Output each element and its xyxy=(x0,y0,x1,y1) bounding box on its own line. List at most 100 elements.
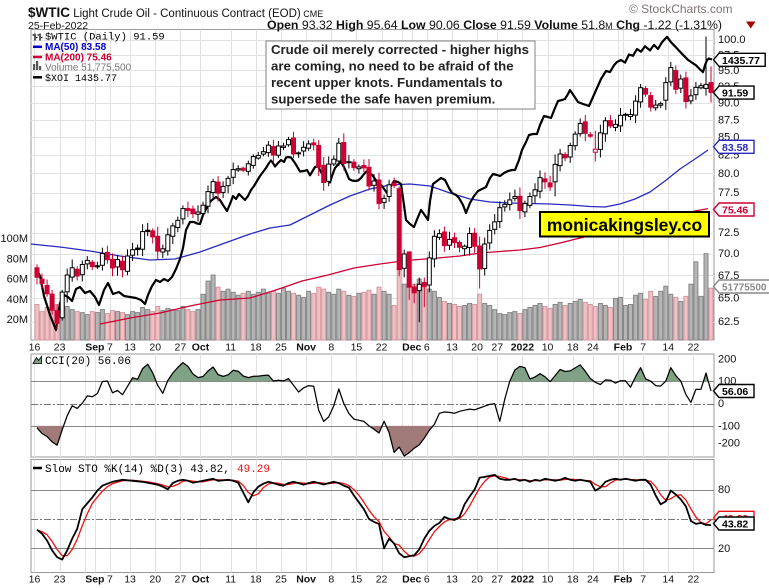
svg-text:$WTIC Light Crude Oil - Contin: $WTIC Light Crude Oil - Continuous Contr… xyxy=(28,5,323,20)
svg-text:27: 27 xyxy=(491,342,503,354)
svg-text:7: 7 xyxy=(640,342,646,354)
svg-text:100M: 100M xyxy=(0,233,28,245)
svg-text:13: 13 xyxy=(446,342,458,354)
svg-text:20: 20 xyxy=(149,342,161,354)
svg-text:18: 18 xyxy=(567,342,579,354)
svg-text:20: 20 xyxy=(471,342,483,354)
svg-text:16: 16 xyxy=(29,574,41,586)
svg-text:14: 14 xyxy=(662,574,674,586)
svg-text:CCI(20) 56.06: CCI(20) 56.06 xyxy=(45,356,131,368)
svg-text:77.5: 77.5 xyxy=(718,187,739,199)
svg-text:22: 22 xyxy=(376,574,388,586)
svg-text:91.59: 91.59 xyxy=(722,88,748,100)
svg-text:-100: -100 xyxy=(718,420,740,432)
svg-text:22: 22 xyxy=(688,342,700,354)
svg-text:83.58: 83.58 xyxy=(722,142,748,154)
svg-text:Nov: Nov xyxy=(296,342,316,354)
svg-text:200: 200 xyxy=(718,353,736,365)
svg-text:70.0: 70.0 xyxy=(718,248,739,260)
svg-text:13: 13 xyxy=(124,574,136,586)
svg-text:80: 80 xyxy=(718,484,730,496)
svg-text:40M: 40M xyxy=(7,294,28,306)
svg-text:14: 14 xyxy=(662,342,674,354)
svg-text:13: 13 xyxy=(446,574,458,586)
svg-text:25: 25 xyxy=(275,574,287,586)
svg-text:22: 22 xyxy=(376,342,388,354)
svg-text:95.0: 95.0 xyxy=(718,65,739,77)
svg-text:18: 18 xyxy=(567,574,579,586)
svg-text:23: 23 xyxy=(54,574,66,586)
svg-text:80.0: 80.0 xyxy=(718,168,739,180)
svg-text:27: 27 xyxy=(175,342,187,354)
svg-text:24: 24 xyxy=(587,574,599,586)
svg-text:Oct: Oct xyxy=(192,574,210,586)
svg-text:18: 18 xyxy=(250,342,262,354)
svg-text:Open 93.32 High 95.64 Low 90.0: Open 93.32 High 95.64 Low 90.06 Close 91… xyxy=(267,18,722,32)
svg-text:75.46: 75.46 xyxy=(722,205,748,217)
svg-text:18: 18 xyxy=(250,574,262,586)
svg-text:72.5: 72.5 xyxy=(718,227,739,239)
svg-text:Nov: Nov xyxy=(296,574,316,586)
svg-text:Oct: Oct xyxy=(192,342,210,354)
svg-text:15: 15 xyxy=(351,342,363,354)
svg-text:11: 11 xyxy=(225,342,236,354)
svg-text:Sep: Sep xyxy=(85,574,104,586)
svg-text:10: 10 xyxy=(542,342,554,354)
svg-text:80M: 80M xyxy=(7,253,28,265)
svg-text:27: 27 xyxy=(491,574,503,586)
svg-text:-200: -200 xyxy=(718,438,740,450)
svg-text:20: 20 xyxy=(471,574,483,586)
svg-text:20: 20 xyxy=(718,543,730,555)
svg-text:15: 15 xyxy=(351,574,363,586)
svg-text:16: 16 xyxy=(29,342,41,354)
svg-text:Crude oil merely corrected - h: Crude oil merely corrected - higher high… xyxy=(271,42,529,57)
svg-text:43.82: 43.82 xyxy=(722,519,748,531)
svg-text:62.5: 62.5 xyxy=(718,316,739,328)
svg-text:recent upper knots. Fundamenta: recent upper knots. Fundamentals to xyxy=(271,75,503,90)
svg-text:51775500: 51775500 xyxy=(722,283,767,294)
svg-text:Feb: Feb xyxy=(614,342,633,354)
svg-text:90.0: 90.0 xyxy=(718,97,739,109)
svg-text:Feb: Feb xyxy=(614,574,633,586)
svg-text:60M: 60M xyxy=(7,274,28,286)
svg-text:27: 27 xyxy=(175,574,187,586)
svg-text:monicakingsley.co: monicakingsley.co xyxy=(547,215,702,235)
svg-text:Volume 51,775,500: Volume 51,775,500 xyxy=(45,63,132,74)
svg-text:7: 7 xyxy=(107,574,113,586)
svg-text:22: 22 xyxy=(688,574,700,586)
svg-text:25: 25 xyxy=(275,342,287,354)
svg-text:are coming, no need to be afra: are coming, no need to be afraid of the xyxy=(271,59,514,74)
svg-text:MA(50) 83.58: MA(50) 83.58 xyxy=(45,42,107,53)
svg-text:49.29: 49.29 xyxy=(237,464,270,476)
svg-text:© StockCharts.com: © StockCharts.com xyxy=(629,2,733,16)
svg-text:23: 23 xyxy=(54,342,66,354)
svg-text:$XOI 1435.77: $XOI 1435.77 xyxy=(45,73,117,85)
svg-text:10: 10 xyxy=(542,574,554,586)
svg-text:25-Feb-2022: 25-Feb-2022 xyxy=(28,20,88,32)
svg-text:11: 11 xyxy=(225,574,236,586)
svg-text:6: 6 xyxy=(424,342,430,354)
svg-text:100.0: 100.0 xyxy=(718,34,746,46)
svg-text:Dec: Dec xyxy=(402,342,421,354)
svg-text:20: 20 xyxy=(149,574,161,586)
svg-text:56.06: 56.06 xyxy=(722,386,748,398)
svg-text:$WTIC (Daily) 91.59: $WTIC (Daily) 91.59 xyxy=(45,32,165,44)
svg-text:6: 6 xyxy=(424,574,430,586)
svg-text:2022: 2022 xyxy=(511,574,535,586)
svg-text:7: 7 xyxy=(107,342,113,354)
svg-text:87.5: 87.5 xyxy=(718,114,739,126)
svg-text:0: 0 xyxy=(718,398,724,410)
svg-text:supersede the safe haven premi: supersede the safe haven premium. xyxy=(271,92,495,107)
svg-text:67.5: 67.5 xyxy=(718,270,739,282)
svg-text:Sep: Sep xyxy=(85,342,104,354)
svg-text:13: 13 xyxy=(124,342,136,354)
svg-text:7: 7 xyxy=(640,574,646,586)
svg-text:MA(200) 75.46: MA(200) 75.46 xyxy=(45,52,112,63)
svg-text:65.0: 65.0 xyxy=(718,292,739,304)
svg-text:2022: 2022 xyxy=(511,342,535,354)
svg-text:8: 8 xyxy=(328,574,334,586)
svg-text:20M: 20M xyxy=(7,314,28,326)
svg-text:Slow STO %K(14) %D(3) 43.82,: Slow STO %K(14) %D(3) 43.82, xyxy=(45,464,230,476)
svg-text:Dec: Dec xyxy=(402,574,421,586)
svg-text:8: 8 xyxy=(328,342,334,354)
